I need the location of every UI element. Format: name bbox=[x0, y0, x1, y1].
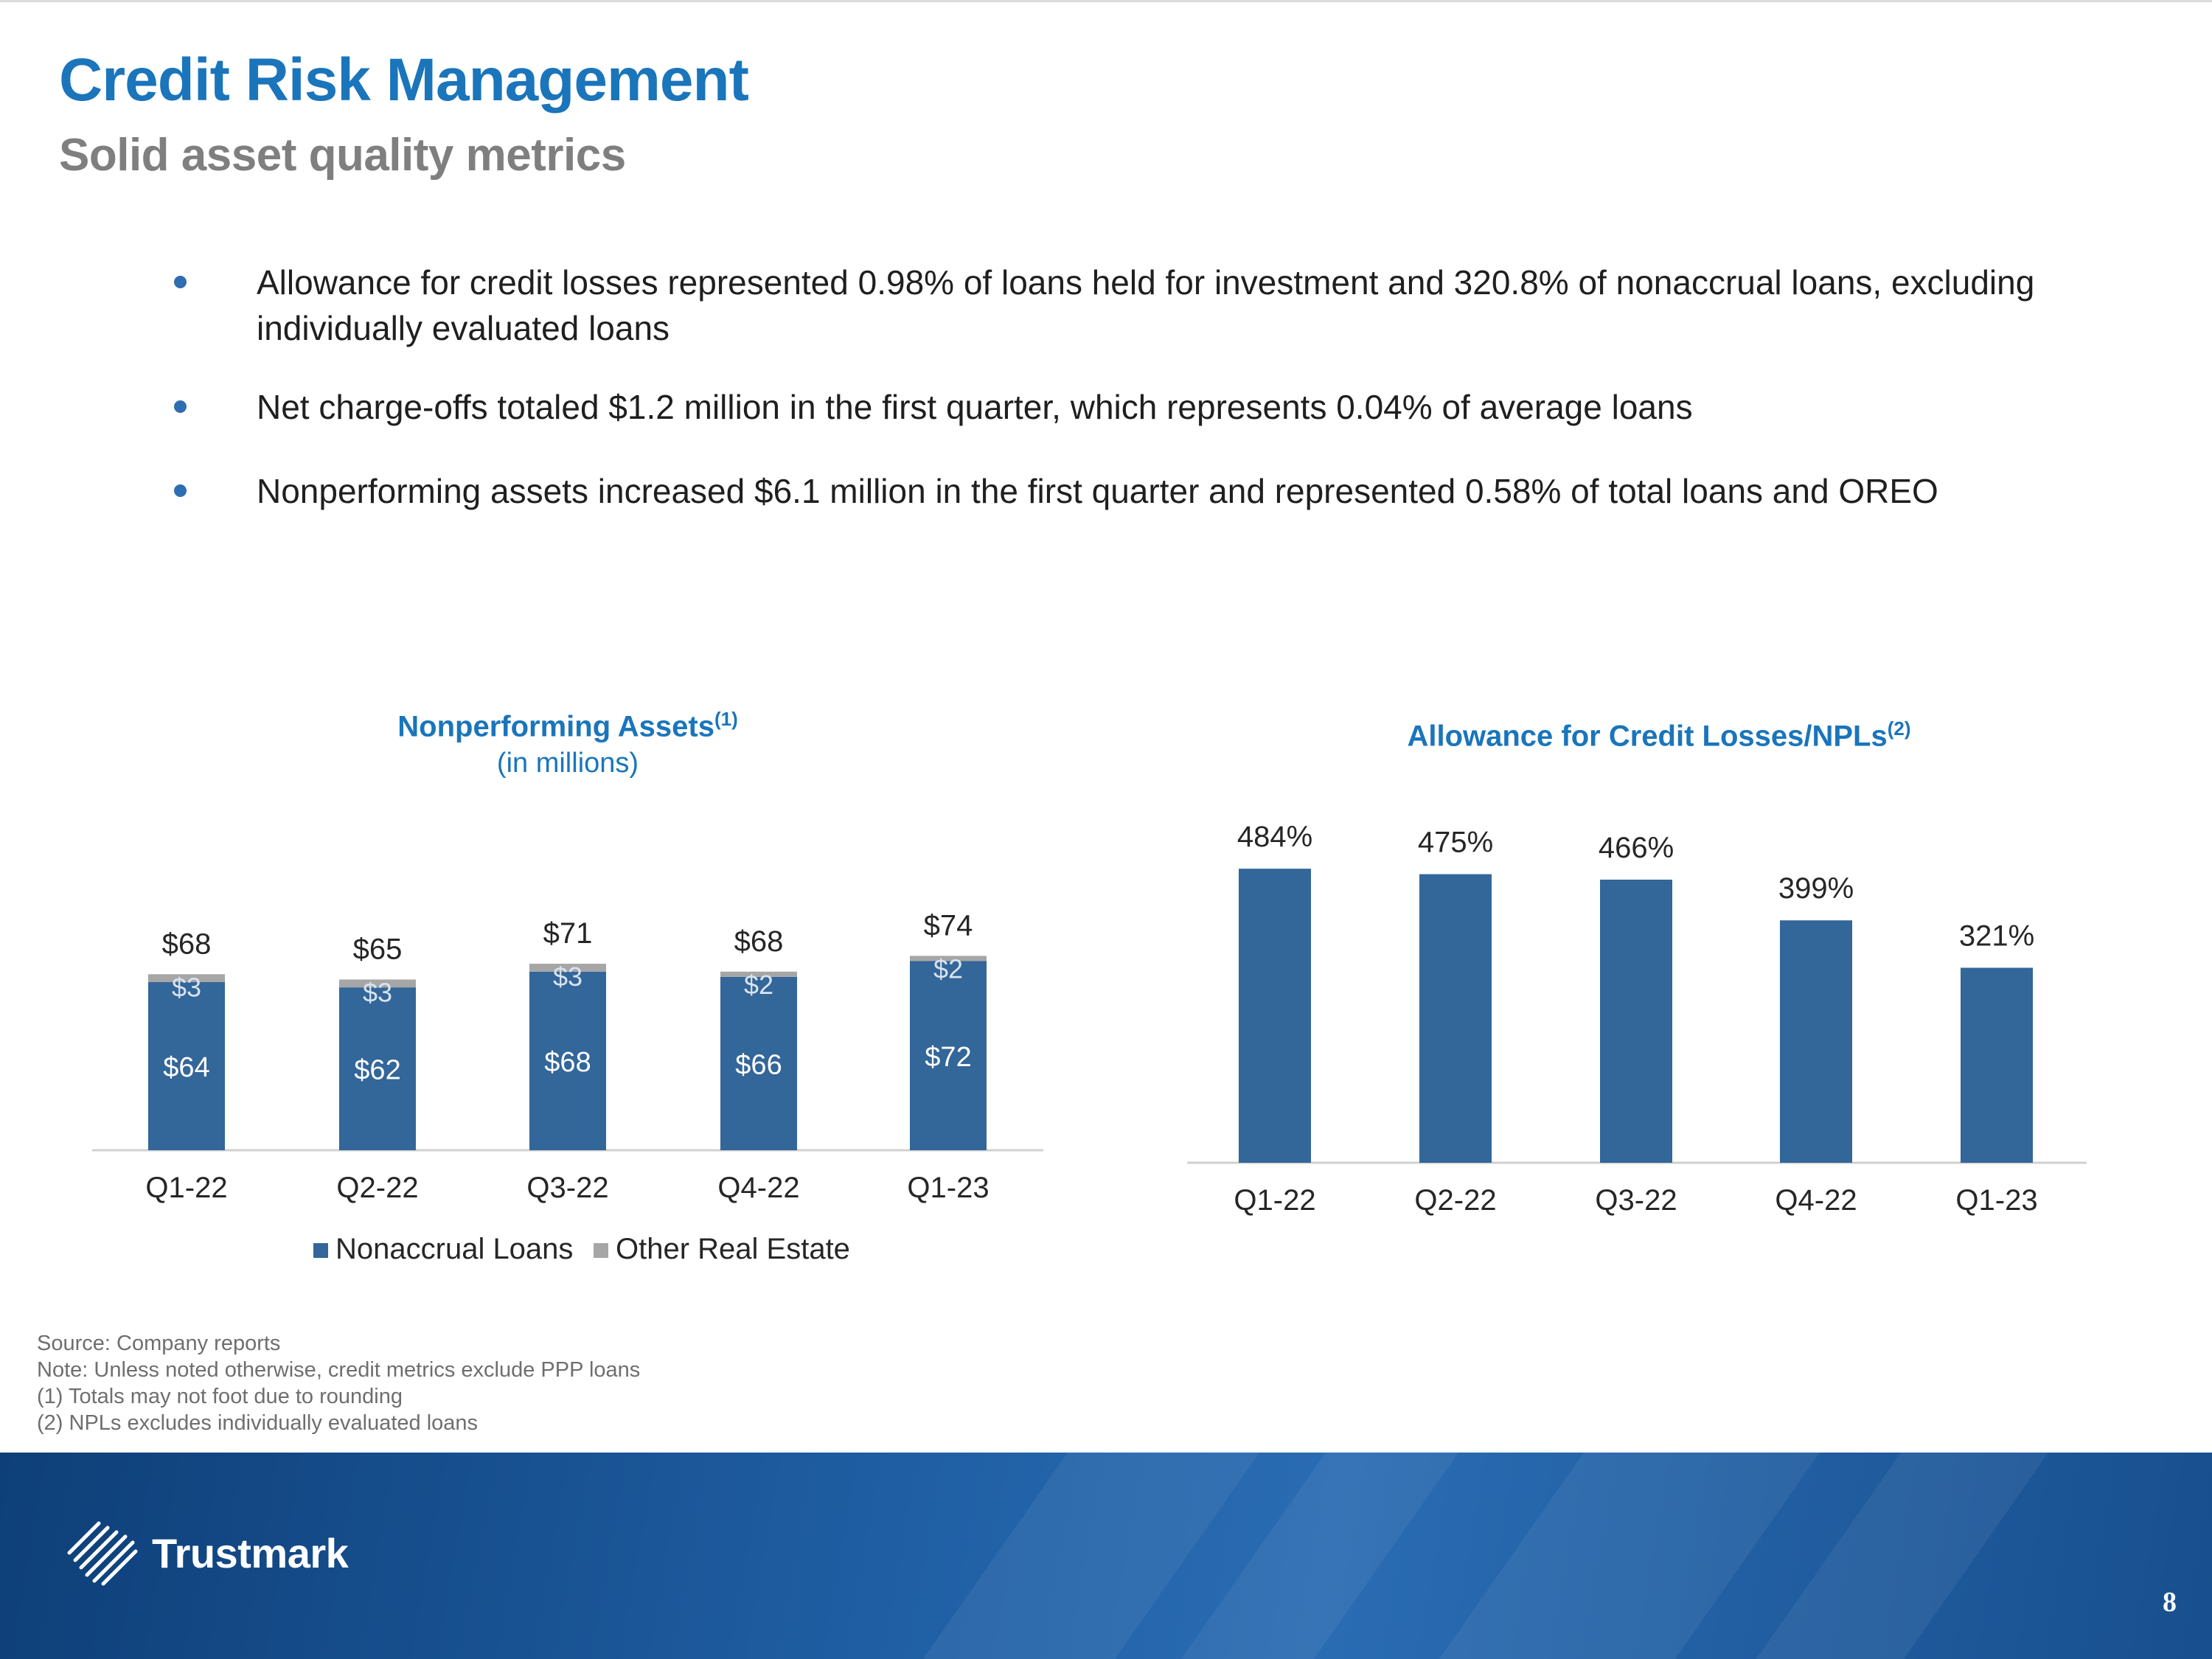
legend-swatch-ore bbox=[594, 1243, 608, 1258]
charts-canvas: $64 $3 $68 Q1-22 $62 $3 $65 Q2-22 $68 $3 $71 Q3-22 $… bbox=[92, 821, 2087, 1265]
npa-chart-subtitle: (in millions) bbox=[496, 748, 639, 779]
npa-ore-label: $3 bbox=[172, 972, 201, 1002]
brand-name: Trustmark bbox=[152, 1529, 349, 1576]
bullet-text: Nonperforming assets increased $6.1 mill… bbox=[257, 472, 1938, 510]
acl-chart-title-note: (2) bbox=[1887, 717, 1911, 740]
bullet-item: Net charge-offs totaled $1.2 million in … bbox=[170, 384, 2087, 430]
bullet-item: Allowance for credit losses represented … bbox=[170, 260, 2087, 351]
bullet-dot-icon bbox=[174, 400, 187, 413]
npa-bar-ore bbox=[339, 979, 416, 988]
bullet-text: Net charge-offs totaled $1.2 million in … bbox=[257, 388, 1693, 426]
npa-total-label: $65 bbox=[353, 933, 403, 965]
acl-value-label: 466% bbox=[1599, 832, 1674, 864]
acl-category-label: Q1-22 bbox=[1234, 1184, 1315, 1217]
bullet-dot-icon bbox=[174, 484, 187, 497]
bullet-item: Nonperforming assets increased $6.1 mill… bbox=[170, 468, 2087, 514]
npa-bar-ore bbox=[910, 956, 987, 961]
acl-value-label: 321% bbox=[1959, 919, 2034, 952]
npa-total-label: $68 bbox=[162, 928, 212, 960]
bullet-dot-icon bbox=[174, 276, 187, 288]
footnote-1: (1) Totals may not foot due to rounding bbox=[37, 1385, 403, 1408]
footnote-source: Source: Company reports bbox=[37, 1332, 281, 1355]
acl-bar bbox=[1600, 880, 1672, 1163]
npa-ore-label: $3 bbox=[363, 977, 392, 1007]
npa-bar-nonaccrual bbox=[529, 971, 606, 1150]
npa-value-label: $68 bbox=[544, 1047, 591, 1078]
footnote-2: (2) NPLs excludes individually evaluated… bbox=[37, 1411, 479, 1435]
page-number: 8 bbox=[2163, 1587, 2177, 1618]
acl-category-label: Q3-22 bbox=[1595, 1184, 1677, 1217]
legend-label-nonaccrual: Nonaccrual Loans bbox=[335, 1233, 573, 1265]
bullet-list: Allowance for credit losses represented … bbox=[170, 260, 2087, 514]
npa-bar-ore bbox=[720, 971, 797, 977]
acl-bar bbox=[1961, 967, 2033, 1163]
footer-band: Trustmark 8 bbox=[0, 1453, 2212, 1659]
npa-category-label: Q1-23 bbox=[907, 1172, 989, 1204]
npa-value-label: $62 bbox=[354, 1055, 400, 1086]
acl-bar bbox=[1780, 920, 1852, 1163]
npa-category-label: Q1-22 bbox=[145, 1172, 227, 1204]
npa-total-label: $71 bbox=[543, 917, 593, 950]
npa-chart-title: Nonperforming Assets(1) (in millions) bbox=[310, 700, 826, 782]
brand-logo: Trustmark bbox=[62, 1517, 349, 1588]
npa-value-label: $66 bbox=[735, 1049, 782, 1080]
npa-category-label: Q3-22 bbox=[526, 1172, 608, 1204]
npa-chart-title-note: (1) bbox=[714, 708, 738, 730]
acl-category-label: Q1-23 bbox=[1955, 1184, 2037, 1217]
npa-bar-ore bbox=[529, 964, 606, 972]
acl-chart-title: Allowance for Credit Losses/NPLs(2) bbox=[1298, 710, 2020, 754]
npa-category-label: Q4-22 bbox=[717, 1172, 799, 1204]
npa-value-label: $72 bbox=[925, 1042, 971, 1073]
bullet-text: Allowance for credit losses represented … bbox=[257, 263, 2035, 347]
acl-chart-title-text: Allowance for Credit Losses/NPLs bbox=[1407, 720, 1888, 753]
acl-bar bbox=[1239, 869, 1311, 1163]
npa-ore-label: $2 bbox=[933, 953, 963, 984]
npa-value-label: $64 bbox=[163, 1052, 209, 1083]
npa-total-label: $68 bbox=[734, 925, 784, 958]
acl-bar bbox=[1419, 874, 1492, 1163]
npa-total-label: $74 bbox=[924, 909, 973, 942]
page-subtitle: Solid asset quality metrics bbox=[59, 130, 626, 181]
acl-value-label: 484% bbox=[1237, 821, 1312, 853]
npa-bar-nonaccrual bbox=[148, 982, 225, 1150]
page-title: Credit Risk Management bbox=[59, 46, 749, 114]
trustmark-logo-icon bbox=[67, 1521, 138, 1586]
top-rule bbox=[0, 0, 2212, 2]
acl-value-label: 475% bbox=[1418, 827, 1493, 859]
npa-bar-nonaccrual bbox=[339, 987, 416, 1150]
npa-bar-nonaccrual bbox=[910, 961, 987, 1150]
footnotes: Source: Company reports Note: Unless not… bbox=[37, 1330, 640, 1436]
npa-bar-ore bbox=[148, 974, 225, 982]
footnote-note: Note: Unless noted otherwise, credit met… bbox=[37, 1358, 641, 1382]
acl-category-label: Q2-22 bbox=[1414, 1184, 1496, 1217]
npa-chart-title-text: Nonperforming Assets bbox=[397, 710, 714, 743]
npa-ore-label: $2 bbox=[744, 970, 773, 1000]
npa-category-label: Q2-22 bbox=[336, 1172, 418, 1204]
npa-bar-nonaccrual bbox=[720, 976, 797, 1150]
acl-value-label: 399% bbox=[1778, 872, 1854, 905]
legend-swatch-nonaccrual bbox=[313, 1243, 328, 1258]
npa-ore-label: $3 bbox=[553, 961, 582, 992]
legend-label-ore: Other Real Estate bbox=[616, 1233, 850, 1265]
acl-category-label: Q4-22 bbox=[1775, 1184, 1857, 1217]
